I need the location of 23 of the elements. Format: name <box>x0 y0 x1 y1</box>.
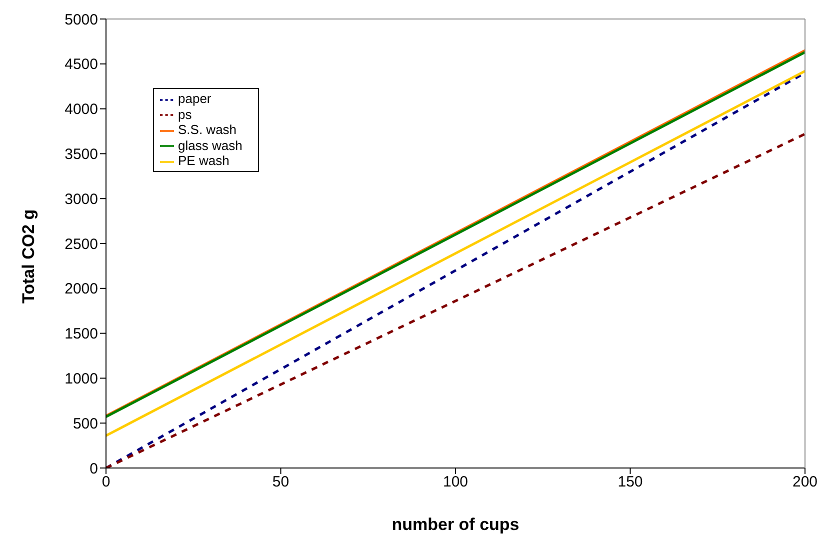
y-tick-label: 5000 <box>64 11 98 28</box>
x-tick-label: 0 <box>102 474 110 491</box>
y-tick-label: 3500 <box>64 146 98 164</box>
legend-label: S.S. wash <box>178 122 237 138</box>
y-tick-label: 2000 <box>64 280 98 298</box>
x-axis-title: number of cups <box>392 515 520 534</box>
y-tick-label: 1000 <box>64 370 98 388</box>
y-tick-label: 4000 <box>64 101 98 118</box>
y-tick-label: 3000 <box>64 190 98 208</box>
legend-label: glass wash <box>178 138 242 153</box>
legend-label: paper <box>178 91 212 106</box>
legend-label: PE wash <box>178 153 230 168</box>
x-tick-label: 200 <box>792 474 818 491</box>
y-tick-label: 2500 <box>64 236 98 253</box>
y-tick-label: 1500 <box>64 326 98 343</box>
x-tick-label: 50 <box>272 474 290 491</box>
y-tick-label: 0 <box>90 460 98 478</box>
y-tick-label: 500 <box>72 415 98 432</box>
x-tick-label: 100 <box>442 474 468 491</box>
x-tick-label: 150 <box>618 474 643 491</box>
y-tick-label: 4500 <box>64 56 98 74</box>
legend-label: ps <box>178 106 192 122</box>
y-axis-title: Total CO2 g <box>19 209 38 304</box>
